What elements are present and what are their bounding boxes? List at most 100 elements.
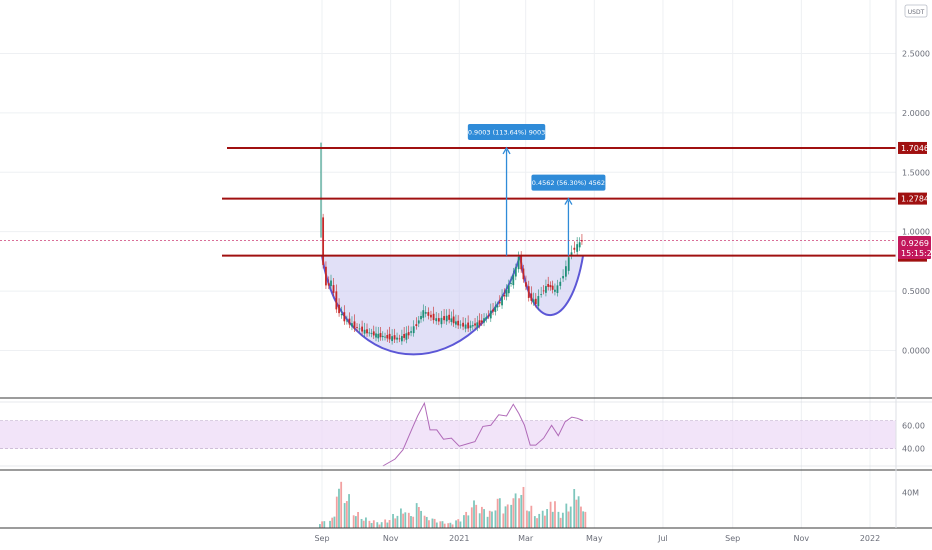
volume-bar: [431, 518, 434, 528]
candle: [396, 337, 398, 340]
volume-tick-label: 40M: [902, 488, 919, 497]
currency-badge[interactable]: USDT: [904, 4, 928, 18]
candle: [358, 328, 361, 330]
volume-bar: [335, 496, 338, 528]
volume-bar: [483, 509, 485, 528]
candle: [537, 296, 540, 307]
candle: [361, 326, 363, 332]
volume-bar: [504, 506, 507, 528]
volume-bar: [541, 510, 544, 528]
candle: [487, 315, 490, 317]
level-label-bg: [898, 141, 927, 154]
candle: [570, 252, 573, 256]
rsi-tick-label: 40.00: [902, 445, 925, 454]
candle: [381, 335, 384, 338]
candle: [410, 331, 412, 333]
volume-bar: [510, 504, 513, 528]
volume-bar: [457, 519, 460, 528]
volume-bar: [407, 512, 410, 528]
candle: [459, 324, 462, 326]
candle: [476, 322, 479, 328]
candle: [391, 336, 394, 342]
candle: [457, 320, 460, 326]
volume-bar: [372, 520, 375, 528]
candle: [462, 322, 464, 327]
candle: [377, 333, 380, 339]
candle: [564, 266, 567, 277]
candle: [578, 242, 581, 248]
volume-bar: [565, 503, 568, 528]
volume-bar: [514, 493, 517, 528]
volume-bar: [528, 511, 531, 528]
rsi-band: [0, 420, 896, 449]
volume-bar: [557, 511, 560, 528]
volume-bar: [533, 516, 536, 528]
rsi-tick-label: 60.00: [902, 421, 925, 430]
x-tick-label: 2022: [860, 534, 880, 543]
candle: [338, 304, 340, 314]
y-tick-label: 2.5000: [902, 49, 930, 58]
volume-bar: [526, 510, 528, 528]
volume-bar: [319, 524, 321, 528]
volume-bar: [447, 523, 450, 528]
volume-bar: [400, 508, 402, 528]
volume-bar: [357, 512, 359, 528]
volume-bar: [370, 523, 373, 528]
measure-label: 0.9003 (113.64%) 9003: [468, 128, 545, 136]
candle: [353, 321, 356, 329]
x-tick-label: Jul: [657, 534, 668, 543]
candle: [351, 323, 353, 327]
candle: [527, 286, 530, 298]
candle: [469, 325, 472, 328]
volume-bar: [551, 511, 554, 528]
volume-bar: [392, 514, 394, 528]
candle: [581, 240, 583, 242]
candle: [559, 281, 562, 286]
level-label-bg: [898, 192, 927, 205]
measure-label-bg: [467, 123, 546, 140]
volume-bar: [394, 518, 397, 528]
candle: [452, 316, 455, 324]
candle: [440, 317, 443, 325]
candle: [520, 256, 523, 270]
candle: [368, 332, 371, 334]
volume-bar: [420, 510, 422, 528]
candle: [503, 295, 506, 297]
volume-bar: [396, 515, 399, 528]
main-plot: 0.9003 (113.64%) 9003 0.4562 (56.30%) 456…: [0, 123, 896, 356]
volume-bar: [435, 522, 438, 528]
volume-bar: [348, 494, 350, 528]
candle: [427, 312, 430, 316]
volume-bar: [518, 498, 520, 528]
volume-bar: [580, 506, 582, 528]
cup-area: [322, 255, 521, 355]
volume-bar: [384, 519, 387, 528]
candle: [576, 244, 579, 252]
volume-bar: [575, 499, 578, 528]
candle: [420, 316, 422, 320]
candle: [348, 318, 351, 325]
candle: [332, 285, 335, 293]
volume-bar: [404, 512, 407, 528]
candle: [330, 280, 332, 287]
volume-bar: [423, 515, 426, 528]
candle: [556, 285, 559, 293]
volume-bar: [352, 515, 355, 528]
candle: [340, 313, 343, 316]
volume-bar: [559, 517, 562, 528]
volume-bar: [455, 520, 457, 528]
candle: [432, 313, 435, 321]
volume-bar: [538, 513, 541, 528]
volume-bar: [488, 510, 491, 528]
candle: [467, 322, 470, 329]
candle: [417, 320, 420, 324]
candle: [474, 323, 476, 326]
volume-bar: [449, 522, 452, 528]
candle: [450, 318, 453, 322]
handle-outline: [519, 255, 585, 317]
measure-label: 0.4562 (56.30%) 4562: [532, 179, 605, 187]
volume-bar: [554, 501, 556, 528]
volume-bar: [439, 521, 442, 528]
